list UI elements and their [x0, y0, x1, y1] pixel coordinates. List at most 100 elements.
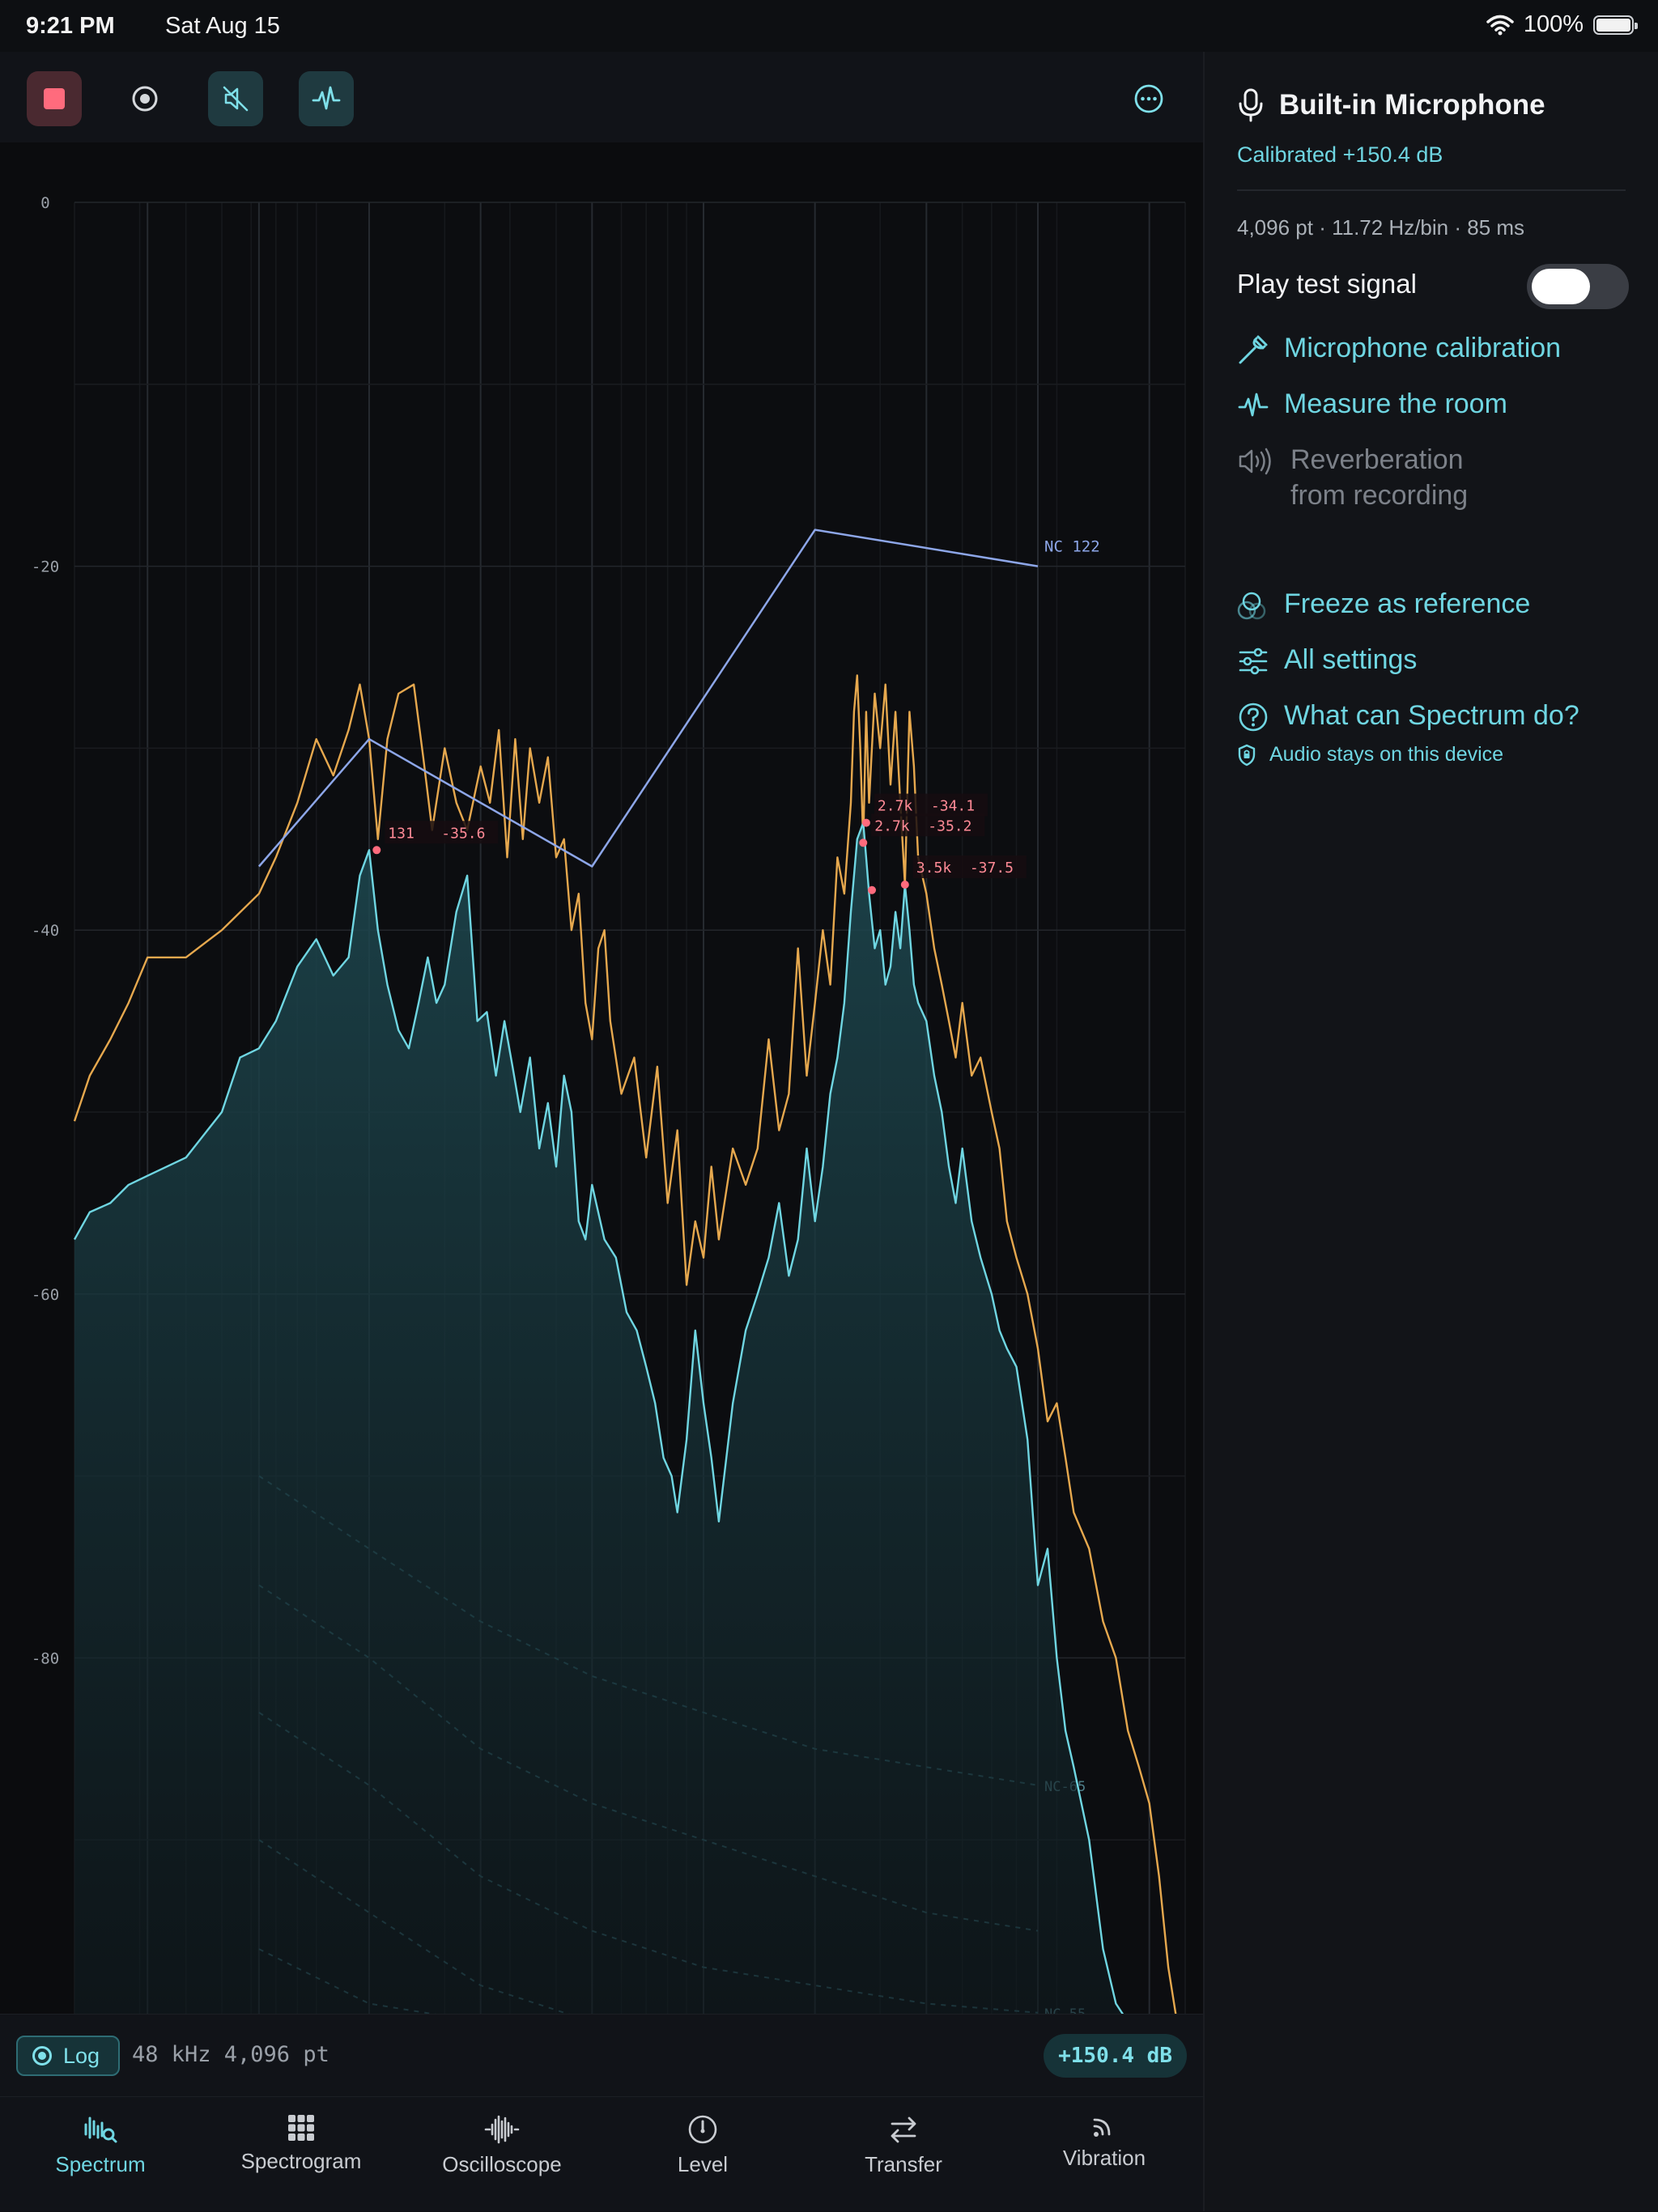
overlap-circles-icon [1237, 592, 1266, 620]
y-tick-label: 0 [40, 194, 49, 212]
series-fill [74, 822, 1123, 2014]
microphone-name: Built-in Microphone [1279, 89, 1545, 121]
tab-label: Spectrogram [240, 2149, 362, 2173]
status-indicators: 100% [1486, 11, 1638, 38]
privacy-note: Audio stays on this device [1237, 743, 1503, 766]
item-label: Freeze as reference [1284, 588, 1531, 619]
peak-value-label: -35.2 [928, 817, 971, 834]
peak-frequency-label: 131 [388, 825, 414, 842]
peak-frequency-label: 3.5k [916, 860, 952, 877]
peak-marker[interactable] [859, 839, 868, 847]
tab-label: Oscilloscope [442, 2152, 562, 2176]
calibration-status: Calibrated +150.4 dB [1237, 142, 1443, 167]
more-button[interactable] [1121, 71, 1176, 126]
tab-label: Vibration [1062, 2146, 1146, 2170]
battery-icon [1593, 15, 1638, 35]
battery-percent: 100% [1523, 11, 1584, 37]
peak-label-bg [912, 856, 1027, 878]
waveform-icon [1238, 393, 1269, 417]
stop-button[interactable] [27, 71, 82, 126]
log-label: Log [63, 2043, 100, 2068]
tab-vibration[interactable]: Vibration [1004, 2097, 1205, 2212]
y-tick-label: -80 [32, 1649, 59, 1667]
status-bar: 9:21 PM Sat Aug 15 100% [0, 0, 1658, 52]
spectrum-icon [84, 2116, 117, 2143]
speaker-wave-icon [1239, 448, 1271, 475]
ellipsis-circle-icon [1134, 84, 1163, 113]
waveform-button[interactable] [299, 71, 354, 126]
y-tick-label: -40 [32, 922, 59, 940]
item-label-block: Reverberation from recording [1290, 442, 1468, 513]
play-test-signal-toggle[interactable] [1527, 264, 1629, 309]
sliders-icon [1239, 647, 1268, 675]
speaker-muted-icon [223, 86, 249, 112]
question-circle-icon [1239, 703, 1268, 732]
help-item[interactable]: What can Spectrum do? [1237, 698, 1579, 733]
sample-info: 48 kHz 4,096 pt [132, 2042, 329, 2067]
panel-divider [1203, 52, 1205, 2211]
grid-icon [288, 2115, 314, 2141]
microphone-calibration-item[interactable]: Microphone calibration [1237, 330, 1561, 366]
reverberation-item[interactable]: Reverberation from recording [1237, 442, 1468, 513]
gauge-icon [688, 2115, 717, 2144]
waveform-icon [312, 86, 341, 110]
peak-frequency-label: 2.7k [878, 798, 913, 815]
microphone-icon [1239, 88, 1263, 122]
separator [1237, 189, 1626, 191]
tab-label: Level [677, 2152, 729, 2176]
peak-frequency-label: 2.7k [874, 817, 910, 834]
lock-shield-icon [1238, 744, 1256, 766]
peak-label-bg [871, 813, 985, 837]
microphone-header[interactable]: Built-in Microphone [1237, 87, 1545, 123]
peak-label-bg [385, 821, 499, 844]
tab-label: Transfer [865, 2152, 942, 2176]
main-panel: 31.5631252505001k2k4k8k16k0-20-40-60-80-… [0, 52, 1203, 2211]
tab-label: Spectrum [55, 2152, 146, 2176]
series-label: NC 122 [1044, 538, 1100, 556]
tab-bar: Spectrum Spectrogram Oscilloscope [0, 2096, 1203, 2211]
y-tick-label: -20 [32, 558, 59, 576]
series-line-2 [257, 529, 1039, 868]
measure-room-item[interactable]: Measure the room [1237, 386, 1507, 422]
status-date: Sat Aug 15 [165, 13, 280, 39]
tab-oscilloscope[interactable]: Oscilloscope [402, 2097, 602, 2212]
series-line-0 [73, 674, 1177, 2014]
item-label: Reverberation [1290, 444, 1464, 475]
peak-marker[interactable] [900, 881, 909, 889]
tab-level[interactable]: Level [602, 2097, 803, 2212]
fft-info: 4,096 pt · 11.72 Hz/bin · 85 ms [1237, 215, 1525, 240]
tab-transfer[interactable]: Transfer [803, 2097, 1004, 2212]
log-radio-icon [32, 2046, 52, 2066]
spectrum-plot[interactable]: 31.5631252505001k2k4k8k16k0-20-40-60-80-… [0, 142, 1203, 2014]
chart-controls: Log 48 kHz 4,096 pt +150.4 dB [0, 2014, 1203, 2096]
peak-marker[interactable] [868, 885, 877, 894]
peak-value-label: -35.6 [441, 825, 485, 842]
waveform-icon [484, 2115, 520, 2144]
sidebar: Built-in Microphone Calibrated +150.4 dB… [1205, 52, 1658, 2211]
log-scale-toggle[interactable]: Log [16, 2036, 120, 2076]
all-settings-item[interactable]: All settings [1237, 642, 1417, 677]
item-label: All settings [1284, 644, 1418, 675]
status-time: 9:21 PM [26, 13, 115, 39]
item-label: What can Spectrum do? [1284, 700, 1579, 731]
tuning-fork-icon [1239, 335, 1268, 364]
item-label: Measure the room [1284, 388, 1507, 419]
wifi-icon [1486, 15, 1514, 35]
peak-marker[interactable] [861, 818, 870, 827]
mute-button[interactable] [208, 71, 263, 126]
y-tick-label: -60 [32, 1286, 59, 1304]
peak-marker[interactable] [372, 846, 381, 855]
signal-icon [1093, 2118, 1111, 2137]
record-button[interactable] [117, 71, 172, 126]
privacy-text: Audio stays on this device [1269, 743, 1504, 766]
spectrum-chart[interactable]: 31.5631252505001k2k4k8k16k0-20-40-60-80-… [0, 142, 1203, 2014]
tab-spectrogram[interactable]: Spectrogram [201, 2097, 402, 2212]
gain-badge[interactable]: +150.4 dB [1044, 2034, 1187, 2078]
peak-value-label: -37.5 [970, 860, 1014, 877]
arrows-swap-icon [891, 2116, 916, 2143]
toolbar [0, 52, 1203, 142]
freeze-reference-item[interactable]: Freeze as reference [1237, 586, 1530, 622]
tab-spectrum[interactable]: Spectrum [0, 2097, 201, 2212]
stop-icon [44, 88, 65, 109]
series-line-1 [73, 822, 1124, 2014]
